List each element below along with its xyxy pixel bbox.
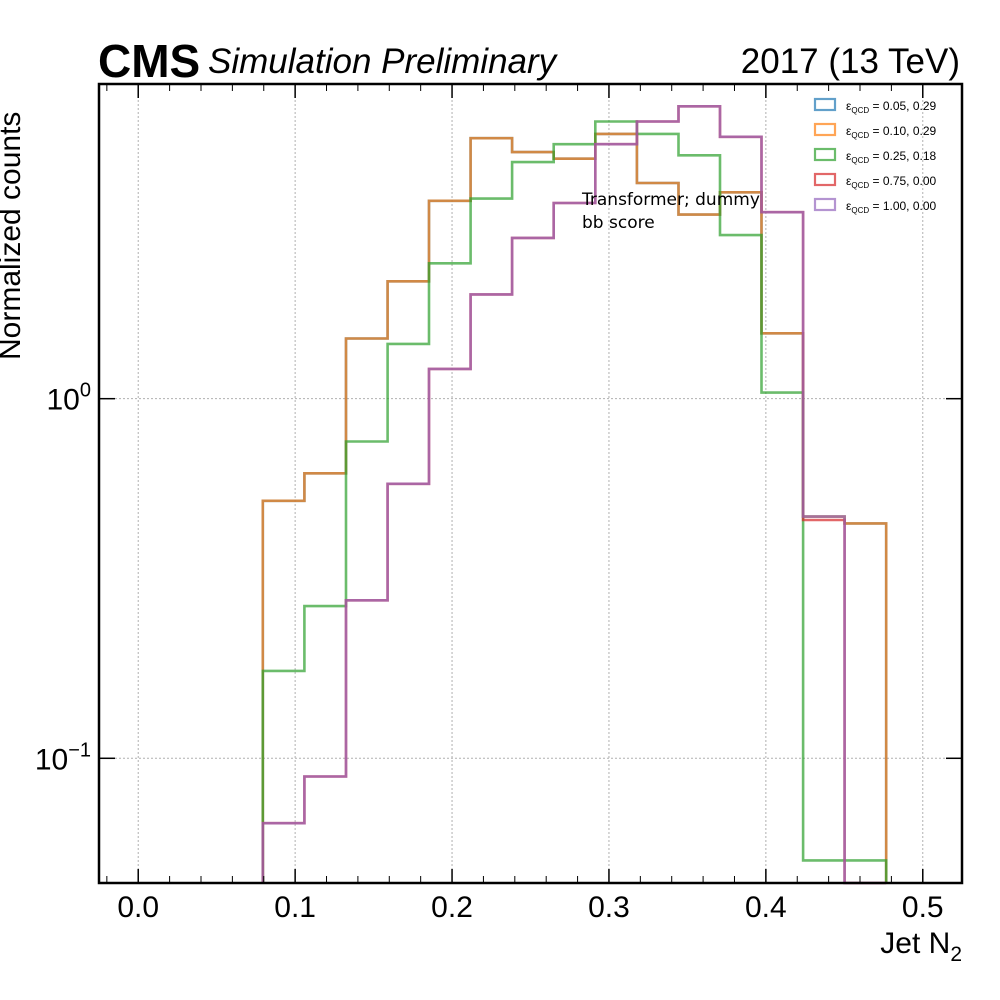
series-step-line: [261, 132, 888, 883]
legend-entry: εQCD = 0.75, 0.00: [846, 174, 937, 190]
x-axis-title: Jet N2: [880, 927, 962, 966]
axis-ticks: 0.0 0.1 0.2 0.3 0.4 0.5 100 10−1: [35, 84, 962, 924]
annotation-line-2: bb score: [582, 213, 655, 233]
grid: [99, 84, 962, 883]
plot-frame: [97, 82, 964, 885]
annotation-line-1: Transformer; dummy: [581, 190, 760, 210]
legend-entry: εQCD = 1.00, 0.00: [846, 199, 937, 215]
series-step-line: [261, 105, 887, 885]
legend-swatch: [813, 122, 837, 137]
status-label: Simulation Preliminary: [208, 42, 559, 81]
x-tick-label: 0.4: [745, 891, 787, 924]
x-tick-label: 0.1: [274, 891, 316, 924]
legend-swatch: [813, 147, 837, 162]
legend-entry: εQCD = 0.05, 0.29: [846, 99, 937, 115]
legend: εQCD = 0.05, 0.29 εQCD = 0.10, 0.29 εQCD =…: [813, 97, 937, 215]
y-tick-label: 10−1: [35, 739, 91, 776]
legend-swatch: [813, 197, 837, 212]
series-step-line: [261, 132, 888, 883]
y-tick-label: 100: [47, 380, 92, 417]
legend-entry: εQCD = 0.10, 0.29: [846, 124, 937, 140]
legend-swatch: [813, 172, 837, 187]
x-tick-label: 0.5: [902, 891, 944, 924]
x-tick-label: 0.0: [117, 891, 159, 924]
legend-swatch: [813, 97, 837, 112]
y-axis-title: Normalized counts: [0, 112, 27, 360]
legend-entry: εQCD = 0.25, 0.18: [846, 149, 937, 165]
series-step-line: [261, 120, 888, 883]
lumi-label: 2017 (13 TeV): [741, 42, 960, 81]
x-tick-label: 0.2: [431, 891, 473, 924]
series-step-line: [261, 105, 887, 885]
experiment-label: CMS: [98, 35, 200, 87]
histogram-series: [261, 105, 888, 885]
x-tick-label: 0.3: [588, 891, 630, 924]
